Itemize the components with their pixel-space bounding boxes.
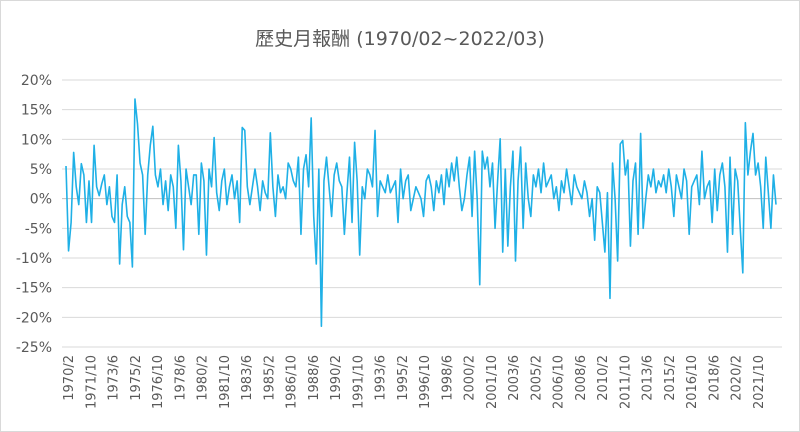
- x-tick-label: 2005/2: [529, 355, 544, 401]
- x-tick-label: 2011/10: [618, 355, 633, 409]
- y-tick-label: -20%: [16, 310, 52, 326]
- x-tick-label: 1990/2: [329, 355, 344, 401]
- x-tick-label: 2015/2: [663, 355, 678, 401]
- y-tick-label: -10%: [16, 251, 52, 267]
- x-tick-label: 2021/10: [752, 355, 767, 409]
- series-line: [65, 98, 777, 328]
- x-tick-label: 2006/10: [552, 355, 567, 409]
- x-tick-label: 2010/2: [596, 355, 611, 401]
- x-tick-label: 1996/10: [418, 355, 433, 409]
- x-tick-label: 1975/2: [129, 355, 144, 401]
- x-tick-label: 2018/6: [707, 355, 722, 401]
- x-tick-label: 2008/6: [574, 355, 589, 401]
- x-tick-label: 1988/6: [307, 355, 322, 401]
- x-axis-tick-labels: 1970/2 1971/10 1973/6 1975/2 1976/10 1978/6 19…: [62, 355, 767, 409]
- x-tick-label: 1998/6: [440, 355, 455, 401]
- x-tick-label: 1980/2: [196, 355, 211, 401]
- y-tick-label: -15%: [16, 281, 52, 297]
- x-tick-label: 2003/6: [507, 355, 522, 401]
- plot-area: [65, 98, 777, 328]
- y-tick-label: 15%: [21, 103, 52, 119]
- x-tick-label: 1970/2: [62, 355, 77, 401]
- x-tick-label: 1983/6: [240, 355, 255, 401]
- x-tick-label: 1971/10: [84, 355, 99, 409]
- y-tick-label: 10%: [21, 132, 52, 148]
- x-tick-label: 1985/2: [262, 355, 277, 401]
- y-tick-label: 0%: [30, 192, 52, 208]
- y-tick-label: -5%: [25, 221, 52, 237]
- x-tick-label: 1986/10: [285, 355, 300, 409]
- x-tick-label: 1993/6: [374, 355, 389, 401]
- x-tick-label: 1976/10: [151, 355, 166, 409]
- x-tick-label: 2001/10: [485, 355, 500, 409]
- x-tick-label: 2016/10: [685, 355, 700, 409]
- y-tick-label: 20%: [21, 73, 52, 89]
- y-tick-label: 5%: [30, 162, 52, 178]
- x-tick-label: 2000/2: [463, 355, 478, 401]
- y-tick-label: -25%: [16, 340, 52, 356]
- x-tick-label: 1978/6: [173, 355, 188, 401]
- x-tick-label: 2013/6: [641, 355, 656, 401]
- x-tick-label: 1973/6: [107, 355, 122, 401]
- x-tick-label: 2020/2: [730, 355, 745, 401]
- y-axis-tick-labels: 20% 15% 10% 5% 0% -5% -10% -15% -20% -25%: [16, 73, 52, 356]
- x-tick-label: 1991/10: [351, 355, 366, 409]
- x-tick-label: 1981/10: [218, 355, 233, 409]
- x-tick-label: 1995/2: [396, 355, 411, 401]
- chart-title: 歷史月報酬 (1970/02~2022/03): [255, 28, 545, 50]
